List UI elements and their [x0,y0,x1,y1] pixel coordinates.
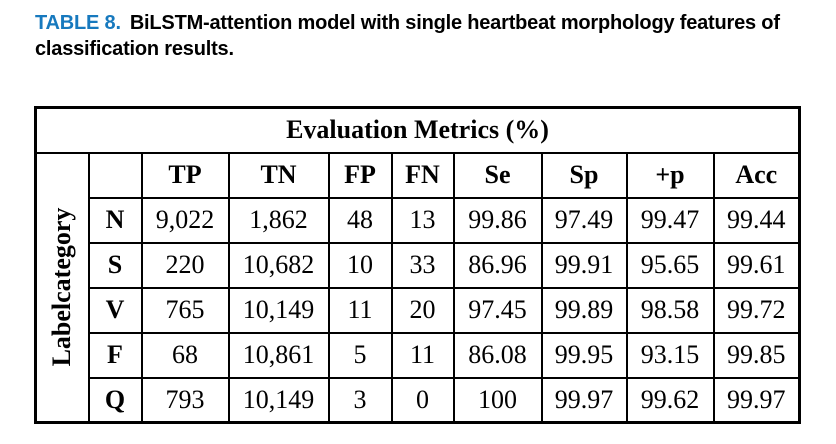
table-title-row: Evaluation Metrics (%) [34,106,801,154]
column-header-sp: Sp [540,151,628,199]
table-cell: 95.65 [625,241,715,289]
column-header-tn: TN [227,151,330,199]
table-cell: 5 [327,331,393,379]
column-header-fn: FN [390,151,455,199]
table-caption-label: TABLE 8. [35,12,121,34]
table-cell: 220 [140,241,230,289]
table-caption: TABLE 8. BiLSTM-attention model with sing… [35,11,793,62]
table-cell: 99.44 [712,196,801,244]
table-cell: 97.45 [452,286,543,334]
table-cell: 98.58 [625,286,715,334]
table-row: N 9,022 1,862 48 13 99.86 97.49 99.47 99… [36,196,801,244]
table-cell: 0 [390,376,455,424]
table-cell: 3 [327,376,393,424]
table-cell: 97.49 [540,196,628,244]
table-cell: 99.62 [625,376,715,424]
table-title: Evaluation Metrics (%) [34,106,801,154]
row-axis-label: Labelcategory [47,207,77,367]
table-cell: 99.97 [712,376,801,424]
table-cell: 10,149 [227,286,330,334]
table-cell: 99.91 [540,241,628,289]
table-cell: 86.08 [452,331,543,379]
table-cell: 99.47 [625,196,715,244]
column-header-acc: Acc [712,151,801,199]
table-cell: 10,861 [227,331,330,379]
table-cell: 9,022 [140,196,230,244]
table-cell: 10,682 [227,241,330,289]
table-cell: 11 [390,331,455,379]
row-axis-label-cell: Labelcategory [34,151,90,424]
column-header-pp: +p [625,151,715,199]
row-label: S [87,241,143,289]
table-cell: 99.97 [540,376,628,424]
table-cell: 99.95 [540,331,628,379]
row-label: N [87,196,143,244]
table-caption-text: BiLSTM-attention model with single heart… [35,12,780,60]
table-cell: 11 [327,286,393,334]
table-cell: 93.15 [625,331,715,379]
table-cell: 99.89 [540,286,628,334]
table-cell: 10 [327,241,393,289]
column-header-se: Se [452,151,543,199]
results-table: Evaluation Metrics (%) Labelcategory TP … [34,106,801,424]
table-cell: 99.85 [712,331,801,379]
table-cell: 68 [140,331,230,379]
table-cell: 10,149 [227,376,330,424]
table-cell: 86.96 [452,241,543,289]
row-label: Q [87,376,143,424]
table-cell: 100 [452,376,543,424]
column-header-fp: FP [327,151,393,199]
column-header-empty [87,151,143,199]
table-cell: 99.61 [712,241,801,289]
table-cell: 765 [140,286,230,334]
table-row: V 765 10,149 11 20 97.45 99.89 98.58 99.… [36,286,801,334]
table-cell: 99.72 [712,286,801,334]
table-cell: 20 [390,286,455,334]
table-cell: 793 [140,376,230,424]
table-row: S 220 10,682 10 33 86.96 99.91 95.65 99.… [36,241,801,289]
row-label: F [87,331,143,379]
table-cell: 33 [390,241,455,289]
table-row: F 68 10,861 5 11 86.08 99.95 93.15 99.85 [36,331,801,379]
row-label: V [87,286,143,334]
table-cell: 48 [327,196,393,244]
table-cell: 13 [390,196,455,244]
column-header-tp: TP [140,151,230,199]
table-row: Q 793 10,149 3 0 100 99.97 99.62 99.97 [36,376,801,424]
column-header-row: Labelcategory TP TN FP FN Se Sp +p Acc [34,151,801,424]
table-cell: 1,862 [227,196,330,244]
table-cell: 99.86 [452,196,543,244]
